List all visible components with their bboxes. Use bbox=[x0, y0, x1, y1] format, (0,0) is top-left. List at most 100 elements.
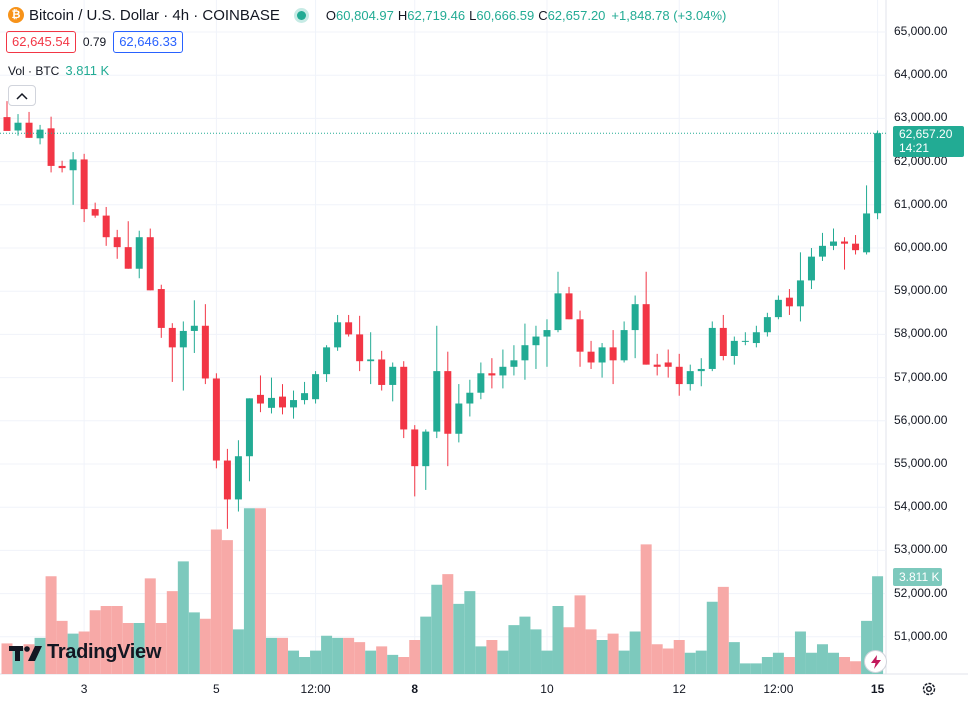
candle[interactable] bbox=[554, 271, 562, 333]
candle-body bbox=[58, 165, 66, 169]
candle[interactable] bbox=[598, 343, 606, 378]
candle[interactable] bbox=[664, 349, 672, 378]
candle[interactable] bbox=[279, 384, 286, 415]
candle[interactable] bbox=[157, 284, 165, 338]
candle-body bbox=[796, 280, 804, 307]
tradingview-logo[interactable]: TradingView bbox=[9, 641, 161, 664]
candle[interactable] bbox=[179, 321, 187, 391]
candle[interactable] bbox=[609, 330, 617, 385]
candle[interactable] bbox=[521, 323, 529, 380]
candle[interactable] bbox=[80, 153, 88, 223]
candle[interactable] bbox=[565, 286, 573, 320]
candle[interactable] bbox=[234, 440, 242, 512]
candle[interactable] bbox=[686, 364, 694, 391]
candle[interactable] bbox=[356, 315, 364, 372]
candle[interactable] bbox=[741, 332, 749, 346]
candle[interactable] bbox=[455, 384, 463, 443]
candle[interactable] bbox=[532, 325, 540, 369]
candle[interactable] bbox=[47, 116, 55, 173]
candle-body bbox=[852, 243, 860, 251]
lightning-icon[interactable] bbox=[864, 650, 887, 673]
candle[interactable] bbox=[146, 228, 154, 291]
candle[interactable] bbox=[576, 310, 584, 367]
candle[interactable] bbox=[135, 230, 143, 279]
candle[interactable] bbox=[400, 361, 408, 439]
symbol-title[interactable]: Bitcoin / U.S. Dollar · 4h · COINBASE bbox=[29, 6, 280, 24]
candle[interactable] bbox=[422, 429, 430, 490]
candle[interactable] bbox=[389, 362, 397, 402]
candle[interactable] bbox=[708, 321, 716, 372]
candle[interactable] bbox=[267, 377, 275, 414]
candle[interactable] bbox=[499, 349, 507, 389]
candle[interactable] bbox=[642, 271, 650, 365]
candle[interactable] bbox=[653, 353, 661, 376]
candle[interactable] bbox=[675, 353, 683, 396]
candle[interactable] bbox=[796, 252, 804, 322]
candle[interactable] bbox=[290, 390, 298, 419]
collapse-legend-button[interactable] bbox=[8, 85, 36, 106]
candle[interactable] bbox=[312, 371, 320, 404]
candle[interactable] bbox=[3, 101, 11, 131]
volume-bar bbox=[508, 625, 520, 674]
buy-button[interactable]: 62,646.33 bbox=[113, 31, 184, 53]
candle[interactable] bbox=[752, 325, 760, 348]
candle[interactable] bbox=[444, 351, 452, 467]
candle[interactable] bbox=[697, 358, 705, 387]
candle[interactable] bbox=[168, 323, 176, 382]
candle[interactable] bbox=[36, 124, 44, 145]
candle[interactable] bbox=[201, 304, 209, 385]
candle[interactable] bbox=[620, 321, 628, 363]
candle[interactable] bbox=[818, 232, 826, 261]
candle[interactable] bbox=[587, 340, 595, 369]
volume-bar bbox=[673, 640, 685, 674]
gear-icon[interactable] bbox=[920, 680, 938, 698]
candle[interactable] bbox=[69, 152, 77, 205]
candle[interactable] bbox=[256, 375, 264, 413]
volume-legend[interactable]: Vol · BTC 3.811 K bbox=[8, 63, 109, 78]
candle[interactable] bbox=[323, 345, 331, 382]
volume-bar bbox=[122, 623, 134, 674]
candle[interactable] bbox=[510, 345, 518, 376]
candle[interactable] bbox=[830, 228, 837, 251]
candle[interactable] bbox=[774, 295, 782, 320]
candle[interactable] bbox=[367, 332, 375, 385]
volume-bar bbox=[166, 591, 178, 674]
candle[interactable] bbox=[543, 319, 551, 367]
candle[interactable] bbox=[477, 362, 485, 400]
candle[interactable] bbox=[334, 314, 342, 351]
candle[interactable] bbox=[301, 381, 309, 405]
candle[interactable] bbox=[113, 229, 121, 259]
candle[interactable] bbox=[730, 336, 738, 365]
candle[interactable] bbox=[14, 114, 22, 136]
candle[interactable] bbox=[433, 325, 441, 439]
candle-body bbox=[830, 241, 837, 246]
candle[interactable] bbox=[190, 300, 198, 353]
candle[interactable] bbox=[488, 358, 496, 389]
candle[interactable] bbox=[345, 314, 353, 337]
candle[interactable] bbox=[785, 289, 793, 315]
candle[interactable] bbox=[841, 237, 849, 270]
candle[interactable] bbox=[91, 202, 99, 218]
candle-body bbox=[598, 347, 606, 363]
candle[interactable] bbox=[124, 221, 132, 269]
candle[interactable] bbox=[58, 160, 66, 173]
volume-bar bbox=[409, 640, 421, 674]
candle[interactable] bbox=[807, 248, 815, 290]
candle[interactable] bbox=[245, 398, 253, 482]
candle[interactable] bbox=[631, 295, 639, 359]
high-value: 62,719.46 bbox=[407, 7, 466, 23]
candle[interactable] bbox=[223, 448, 231, 529]
candle[interactable] bbox=[378, 350, 386, 391]
candle[interactable] bbox=[863, 185, 871, 255]
sell-button[interactable]: 62,645.54 bbox=[6, 31, 76, 53]
candle[interactable] bbox=[763, 312, 771, 337]
candle[interactable] bbox=[719, 314, 727, 361]
candle[interactable] bbox=[874, 130, 882, 220]
candle[interactable] bbox=[852, 235, 860, 255]
candle[interactable] bbox=[25, 111, 33, 138]
candle[interactable] bbox=[411, 425, 419, 497]
candle[interactable] bbox=[466, 379, 474, 417]
candle[interactable] bbox=[212, 373, 220, 469]
candle[interactable] bbox=[102, 206, 110, 246]
